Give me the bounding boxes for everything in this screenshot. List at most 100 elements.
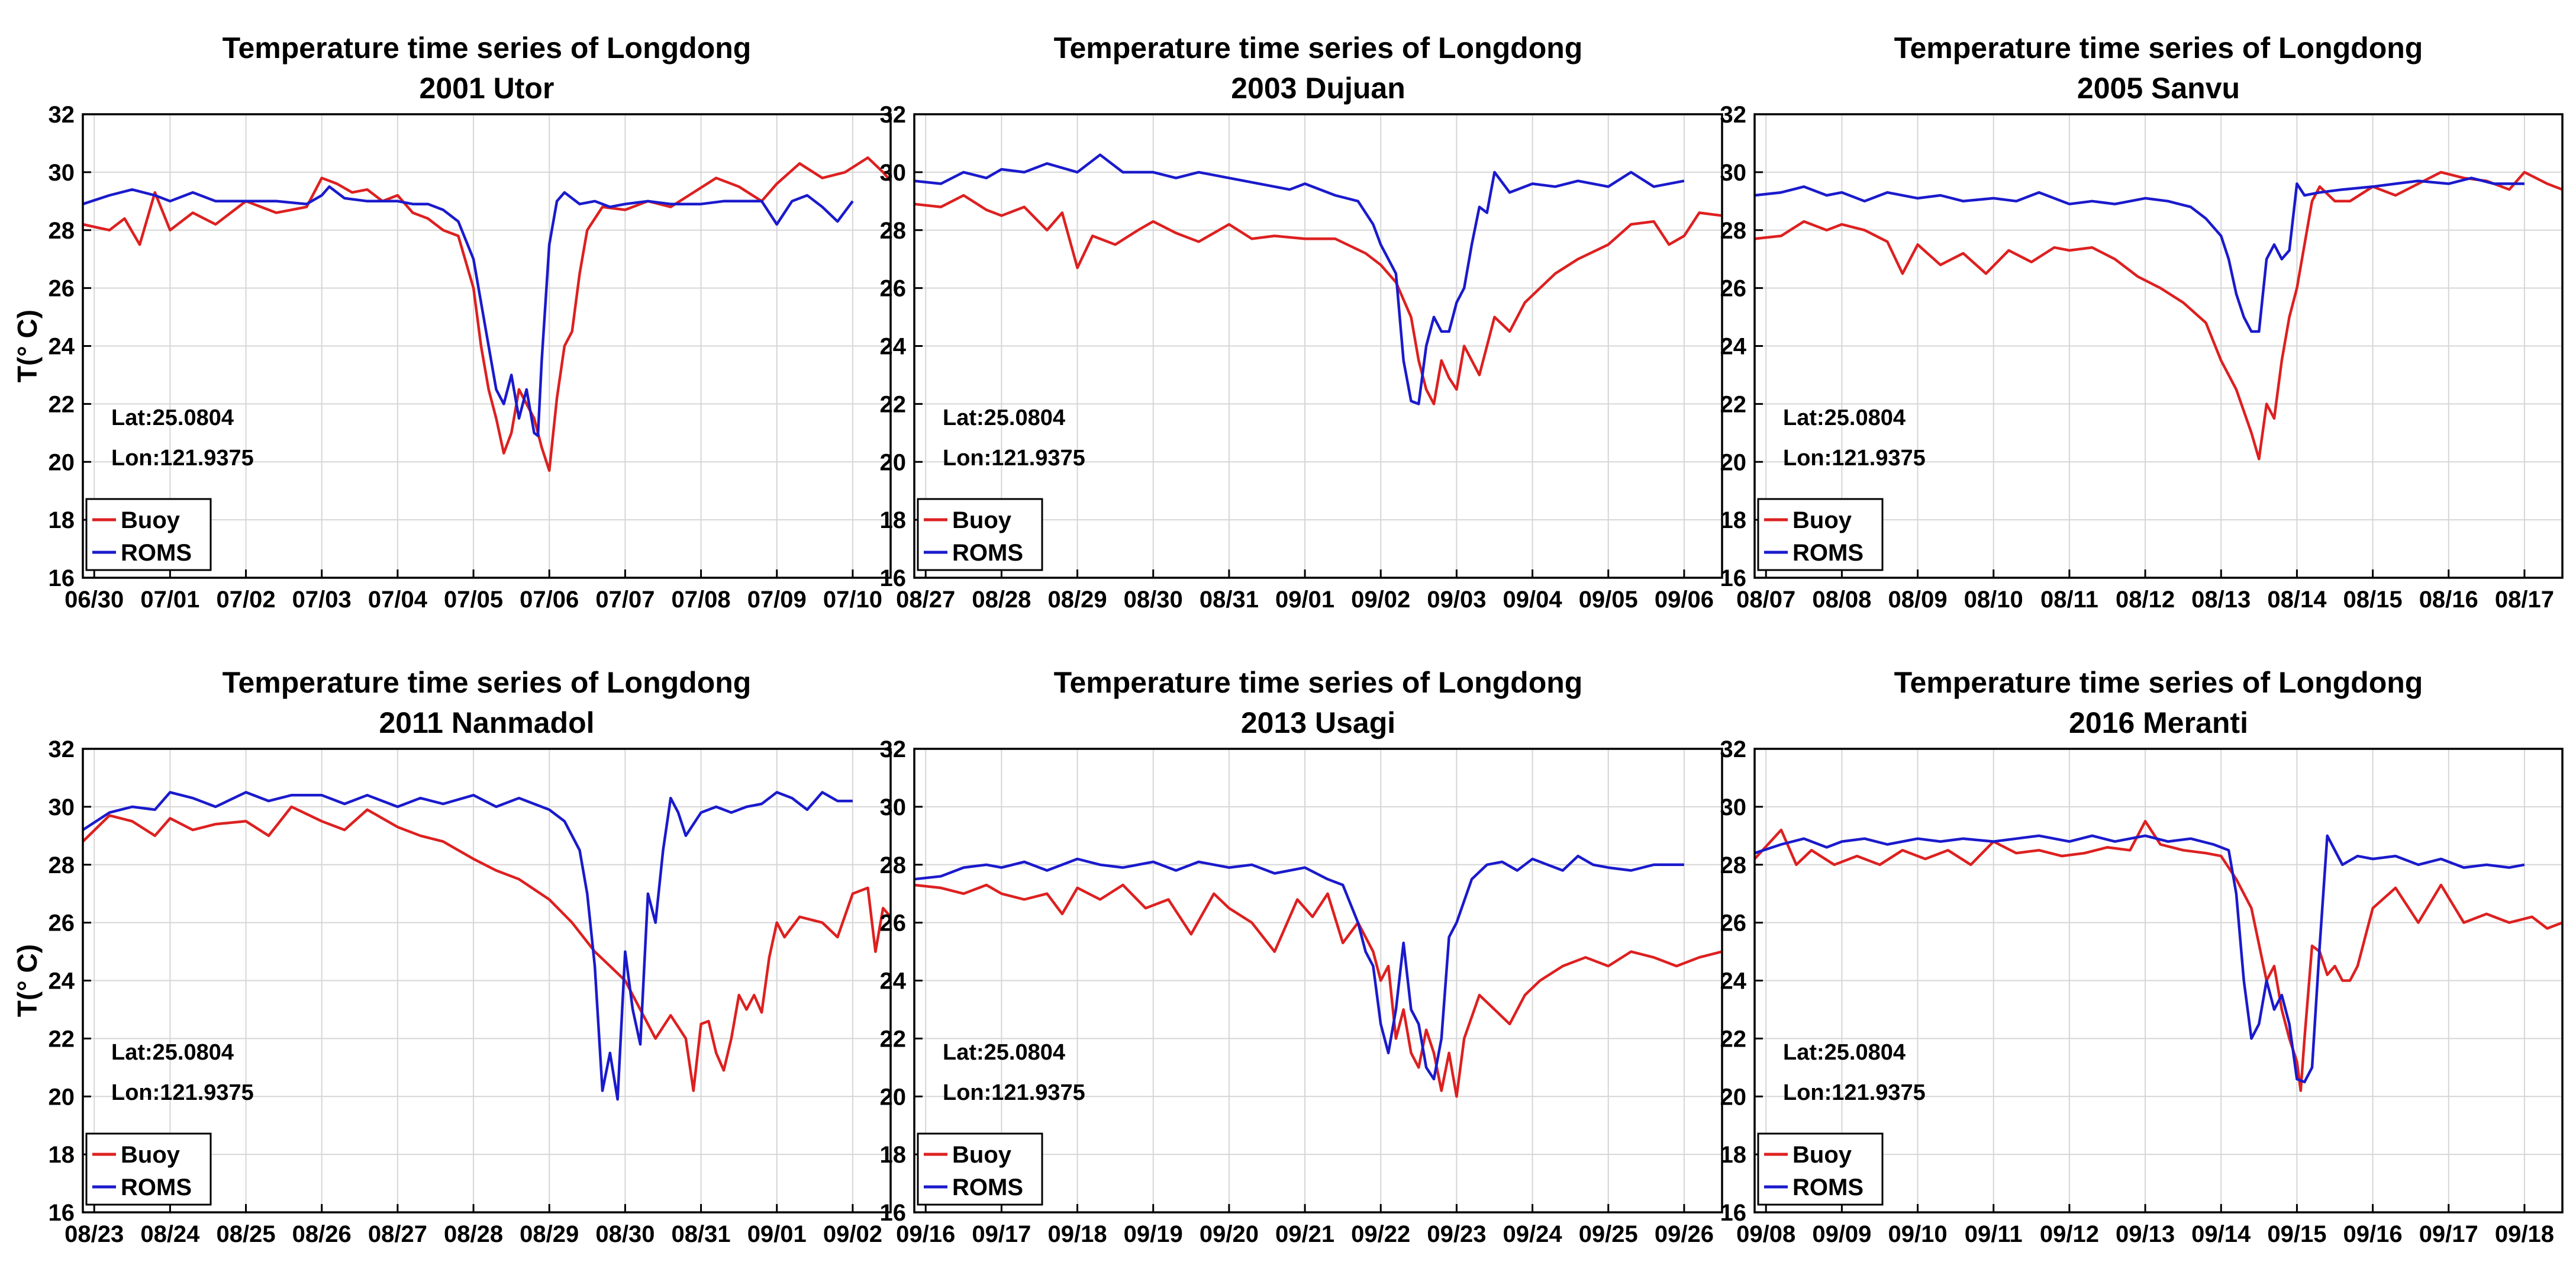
x-tick-label: 09/22 <box>1351 1221 1410 1247</box>
x-tick-label: 06/30 <box>65 587 124 613</box>
series-line-buoy <box>914 883 1723 1098</box>
chart-panel-1: Temperature time series of Longdong 2001 … <box>12 31 892 613</box>
x-tick-label: 08/23 <box>65 1221 124 1247</box>
lat-annotation: Lat:25.0804 <box>1783 1040 1906 1065</box>
y-tick-label: 24 <box>880 968 907 994</box>
x-tick-label: 08/27 <box>368 1221 427 1247</box>
y-tick-label: 22 <box>49 391 75 417</box>
x-tick-label: 08/17 <box>2495 587 2554 613</box>
chart-title: Temperature time series of Longdong <box>1894 31 2423 65</box>
legend-box <box>1757 498 1884 571</box>
lat-annotation: Lat:25.0804 <box>943 405 1065 430</box>
chart-panel-6: Temperature time series of Longdong 2016 … <box>1720 666 2564 1247</box>
x-tick-label: 09/04 <box>1503 587 1563 613</box>
legend: Buoy ROMS <box>1757 498 1884 571</box>
x-tick-label: 09/10 <box>1888 1221 1948 1247</box>
y-tick-label: 20 <box>1720 1084 1747 1110</box>
y-tick-label: 20 <box>49 449 75 475</box>
x-tick-label: 07/09 <box>747 587 807 613</box>
series-line-buoy <box>1753 820 2563 1092</box>
lat-annotation: Lat:25.0804 <box>943 1040 1065 1065</box>
y-tick-label: 26 <box>880 910 907 936</box>
y-tick-label: 24 <box>880 334 907 360</box>
x-tick-label: 09/08 <box>1736 1221 1795 1247</box>
chart-subtitle: 2013 Usagi <box>1241 706 1395 739</box>
series-line-buoy <box>82 805 892 1092</box>
x-tick-label: 09/01 <box>1275 587 1334 613</box>
x-tick-label: 09/03 <box>1427 587 1486 613</box>
lon-annotation: Lon:121.9375 <box>1783 1080 1926 1105</box>
x-tick-label: 09/11 <box>1965 1221 2023 1247</box>
y-tick-label: 30 <box>880 794 907 820</box>
y-tick-label: 26 <box>49 910 75 936</box>
lat-annotation: Lat:25.0804 <box>111 1040 234 1065</box>
chart-title: Temperature time series of Longdong <box>1054 31 1583 65</box>
y-tick-label: 28 <box>1720 852 1747 878</box>
chart-panel-4: Temperature time series of Longdong 2011 … <box>12 666 892 1247</box>
series-line-roms <box>1754 834 2525 1084</box>
x-tick-label: 09/09 <box>1812 1221 1871 1247</box>
x-tick-label: 08/28 <box>972 587 1031 613</box>
lon-annotation: Lon:121.9375 <box>943 1080 1085 1105</box>
x-tick-label: 08/28 <box>444 1221 503 1247</box>
lat-annotation: Lat:25.0804 <box>1783 405 1906 430</box>
x-tick-label: 08/29 <box>1048 587 1107 613</box>
lon-annotation: Lon:121.9375 <box>111 446 254 471</box>
gridlines <box>83 114 891 578</box>
y-tick-label: 16 <box>1720 1200 1747 1226</box>
y-tick-label: 28 <box>1720 218 1747 244</box>
legend-label-roms: ROMS <box>121 1174 192 1200</box>
x-tick-label: 08/31 <box>672 1221 731 1247</box>
x-tick-label: 08/07 <box>1736 587 1795 613</box>
x-tick-label: 07/07 <box>595 587 655 613</box>
y-tick-label: 24 <box>49 334 75 360</box>
x-tick-label: 09/05 <box>1579 587 1638 613</box>
x-tick-label: 07/04 <box>368 587 428 613</box>
legend-box <box>917 498 1043 571</box>
x-tick-label: 08/30 <box>1124 587 1183 613</box>
x-tick-label: 09/18 <box>2495 1221 2554 1247</box>
series-line-roms <box>82 791 853 1101</box>
x-tick-label: 08/26 <box>292 1221 352 1247</box>
x-tick-label: 09/02 <box>1351 587 1410 613</box>
x-tick-label: 08/14 <box>2267 587 2327 613</box>
x-tick-label: 07/03 <box>292 587 352 613</box>
lon-annotation: Lon:121.9375 <box>111 1080 254 1105</box>
series-line-buoy <box>82 156 892 472</box>
x-tick-label: 08/25 <box>217 1221 276 1247</box>
legend-box <box>917 1132 1043 1206</box>
y-tick-label: 30 <box>49 160 75 186</box>
y-tick-label: 16 <box>49 565 75 591</box>
y-tick-label: 28 <box>880 852 907 878</box>
x-tick-label: 09/19 <box>1124 1221 1183 1247</box>
y-tick-label: 22 <box>880 391 907 417</box>
y-tick-label: 32 <box>880 736 907 762</box>
legend-label-buoy: Buoy <box>121 507 180 533</box>
legend-label-buoy: Buoy <box>952 507 1012 533</box>
x-tick-label: 07/06 <box>520 587 579 613</box>
x-tick-label: 08/27 <box>896 587 955 613</box>
chart-panel-2: Temperature time series of Longdong 2003 … <box>880 31 1723 613</box>
legend-label-roms: ROMS <box>121 540 192 566</box>
x-tick-label: 09/16 <box>2343 1221 2403 1247</box>
x-tick-label: 09/25 <box>1579 1221 1638 1247</box>
x-tick-label: 09/16 <box>896 1221 955 1247</box>
x-tick-label: 08/13 <box>2191 587 2251 613</box>
x-tick-label: 07/05 <box>444 587 503 613</box>
y-tick-label: 28 <box>49 852 75 878</box>
chart-title: Temperature time series of Longdong <box>1894 666 2423 699</box>
y-tick-label: 24 <box>49 968 75 994</box>
y-tick-label: 24 <box>1720 334 1747 360</box>
legend-box <box>1757 1132 1884 1206</box>
y-tick-label: 16 <box>880 1200 907 1226</box>
y-tick-label: 32 <box>880 102 907 128</box>
y-tick-label: 18 <box>1720 507 1747 533</box>
y-tick-label: 18 <box>49 507 75 533</box>
legend: Buoy ROMS <box>917 498 1043 571</box>
y-tick-label: 26 <box>1720 910 1747 936</box>
y-tick-label: 32 <box>1720 736 1747 762</box>
y-tick-label: 18 <box>49 1142 75 1168</box>
x-tick-label: 09/24 <box>1503 1221 1563 1247</box>
y-axis-label: T(° C) <box>12 310 43 382</box>
